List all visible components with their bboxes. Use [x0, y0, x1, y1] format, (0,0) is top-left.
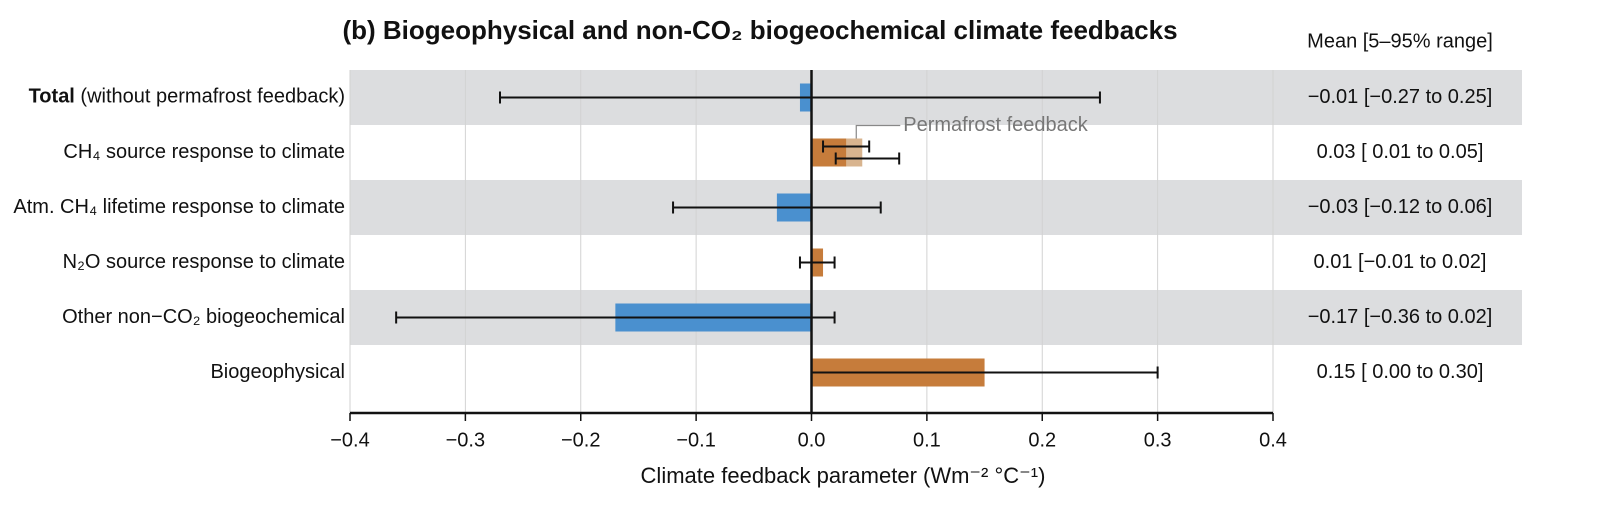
row-band — [350, 180, 1522, 235]
annotation-leader — [855, 124, 901, 139]
category-label: CH₄ source response to climate — [63, 141, 345, 163]
error-bars — [395, 91, 1159, 379]
x-tick-label: 0.1 — [913, 429, 941, 451]
x-tick-label: −0.2 — [561, 429, 600, 451]
category-label: Other non−CO₂ biogeochemical — [62, 306, 345, 328]
category-label-bold: Total — [29, 86, 75, 108]
category-label: N₂O source response to climate — [63, 251, 345, 273]
x-tick-label: −0.4 — [330, 429, 369, 451]
value-label: −0.03 [−0.12 to 0.06] — [1308, 196, 1493, 218]
x-tick-label: 0.2 — [1028, 429, 1056, 451]
x-tick-label: −0.3 — [446, 429, 485, 451]
bar — [811, 138, 847, 167]
category-label: Total (without permafrost feedback) — [29, 86, 345, 108]
value-label: 0.15 [ 0.00 to 0.30] — [1317, 361, 1484, 383]
annotation: Permafrost feedback — [903, 114, 1089, 136]
x-tick-label: 0.4 — [1259, 429, 1287, 451]
category-label: Biogeophysical — [210, 361, 345, 383]
category-label: Atm. CH₄ lifetime response to climate — [13, 196, 345, 218]
category-label-rest: (without permafrost feedback) — [75, 86, 345, 108]
x-tick-label: −0.1 — [676, 429, 715, 451]
value-label: −0.01 [−0.27 to 0.25] — [1308, 86, 1493, 108]
x-tick-label: 0.0 — [798, 429, 826, 451]
value-label: −0.17 [−0.36 to 0.02] — [1308, 306, 1493, 328]
chart-title: (b) Biogeophysical and non-CO₂ biogeoche… — [342, 15, 1177, 45]
value-header: Mean [5–95% range] — [1307, 30, 1493, 52]
x-tick-label: 0.3 — [1144, 429, 1172, 451]
value-label: 0.03 [ 0.01 to 0.05] — [1317, 141, 1484, 163]
value-label: 0.01 [−0.01 to 0.02] — [1314, 251, 1487, 273]
row-bands — [350, 70, 1522, 345]
x-axis-label: Climate feedback parameter (Wm⁻² °C⁻¹) — [641, 463, 1046, 488]
